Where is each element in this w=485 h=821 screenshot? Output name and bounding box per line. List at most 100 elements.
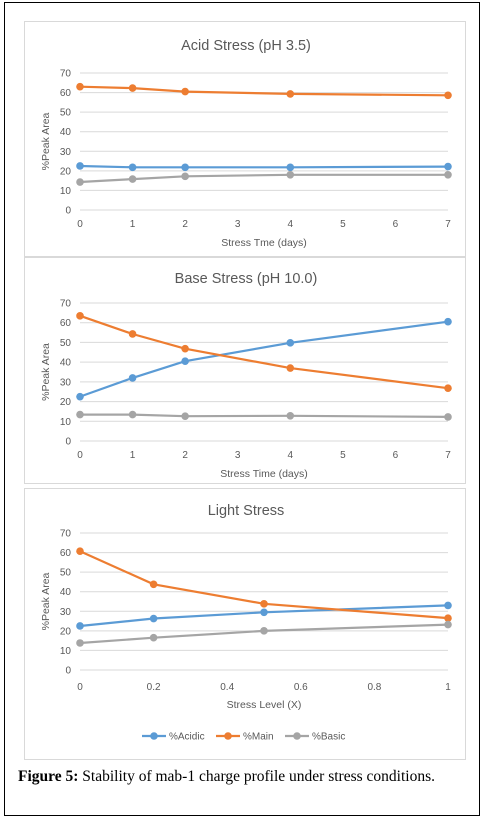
- data-point-acidic: [444, 601, 452, 610]
- figure-frame: [4, 2, 480, 816]
- y-tick-label: 70: [60, 299, 72, 310]
- data-point-main: [76, 547, 84, 556]
- data-point-basic: [444, 170, 452, 179]
- data-point-acidic: [286, 339, 295, 347]
- x-tick-label: 0: [77, 450, 83, 461]
- x-tick-label: 2: [182, 219, 188, 230]
- y-tick-label: 0: [65, 437, 71, 448]
- x-tick-label: 0: [77, 219, 83, 230]
- legend-marker-basic: [293, 732, 301, 740]
- data-point-basic: [149, 633, 158, 642]
- data-point-main: [76, 82, 84, 91]
- y-tick-label: 0: [65, 206, 71, 217]
- data-point-acidic: [444, 162, 452, 171]
- x-tick-label: 5: [340, 450, 346, 461]
- figure-caption-label: Figure 5:: [18, 768, 79, 785]
- x-tick-label: 6: [393, 219, 399, 230]
- y-axis-label: %Peak Area: [40, 112, 52, 170]
- data-point-acidic: [181, 163, 189, 172]
- legend-label-basic: %Basic: [312, 732, 345, 743]
- data-point-basic: [286, 411, 295, 420]
- chart-title: Light Stress: [208, 503, 285, 519]
- y-tick-label: 60: [60, 548, 72, 559]
- y-tick-label: 70: [60, 69, 72, 80]
- data-point-acidic: [149, 614, 158, 623]
- legend-label-main: %Main: [243, 732, 274, 743]
- y-tick-label: 60: [60, 318, 72, 329]
- y-tick-label: 0: [65, 666, 71, 677]
- data-point-basic: [76, 410, 84, 419]
- figure-caption: Figure 5: Stability of mab-1 charge prof…: [18, 768, 468, 786]
- legend-marker-acidic: [150, 732, 158, 740]
- data-point-main: [444, 614, 452, 622]
- y-tick-label: 20: [60, 397, 72, 408]
- data-point-main: [286, 364, 295, 372]
- x-tick-label: 1: [445, 682, 451, 693]
- x-tick-label: 7: [445, 450, 451, 461]
- data-point-main: [260, 600, 268, 608]
- legend-marker-main: [224, 732, 232, 740]
- series-line-basic: [79, 623, 449, 645]
- y-tick-label: 10: [60, 646, 72, 657]
- y-tick-label: 40: [60, 587, 72, 598]
- data-point-main: [181, 344, 189, 353]
- data-point-basic: [444, 413, 452, 421]
- x-tick-label: 0.8: [367, 682, 381, 693]
- data-point-basic: [444, 620, 452, 629]
- legend-label-acidic: %Acidic: [169, 732, 205, 743]
- x-tick-label: 4: [288, 450, 294, 461]
- x-axis-label: Stress Level (X): [227, 699, 302, 711]
- acid-stress-chart: Acid Stress (pH 3.5) 0 10 20 30 40 50 60 70 0 1 2 3 4…: [40, 38, 452, 249]
- light-stress-chart: Light Stress 0 10 20 30 40 50 60 70 0 0.2 0.4 0.6 0.8…: [40, 503, 452, 743]
- x-tick-label: 6: [393, 450, 399, 461]
- y-tick-label: 70: [60, 529, 72, 540]
- x-tick-label: 4: [288, 219, 294, 230]
- data-point-main: [128, 84, 137, 92]
- x-tick-label: 0.2: [147, 682, 161, 693]
- x-axis-label: Stress Tme (days): [221, 237, 307, 249]
- data-point-main: [181, 87, 189, 96]
- y-axis-label: %Peak Area: [40, 572, 52, 630]
- data-point-main: [444, 384, 452, 392]
- y-tick-label: 30: [60, 607, 72, 618]
- x-tick-label: 0: [77, 682, 83, 693]
- x-tick-label: 7: [445, 219, 451, 230]
- y-axis-label: %Peak Area: [40, 343, 52, 401]
- series-line-main: [79, 550, 449, 620]
- data-point-basic: [260, 627, 268, 635]
- y-tick-label: 50: [60, 568, 72, 579]
- data-point-main: [76, 312, 84, 320]
- y-tick-label: 10: [60, 186, 72, 197]
- x-tick-label: 2: [182, 450, 188, 461]
- y-tick-label: 30: [60, 147, 72, 158]
- y-tick-label: 40: [60, 358, 72, 369]
- data-point-basic: [128, 410, 137, 419]
- data-point-main: [444, 91, 452, 100]
- data-point-basic: [76, 639, 84, 647]
- data-point-acidic: [128, 374, 137, 382]
- x-tick-label: 3: [235, 219, 241, 230]
- x-tick-label: 0.4: [220, 682, 234, 693]
- series-line-acidic: [79, 604, 449, 628]
- data-point-basic: [128, 175, 137, 183]
- data-point-basic: [286, 170, 295, 179]
- light-stress-chart-panel: Light Stress 0 10 20 30 40 50 60 70 0 0.2 0.4 0.6 0.8…: [24, 488, 466, 760]
- data-point-acidic: [181, 357, 189, 365]
- data-point-basic: [181, 412, 189, 420]
- x-tick-label: 0.6: [294, 682, 308, 693]
- base-stress-chart-panel: Base Stress (pH 10.0) 0 10 20 30 40 50 60 70 0 1 2 3…: [24, 257, 466, 484]
- data-point-acidic: [76, 622, 84, 630]
- data-point-acidic: [286, 163, 295, 172]
- x-tick-label: 1: [130, 450, 136, 461]
- y-tick-label: 50: [60, 108, 72, 119]
- x-axis-label: Stress Time (days): [220, 468, 308, 480]
- data-point-basic: [76, 178, 84, 186]
- y-tick-label: 50: [60, 338, 72, 349]
- base-stress-chart: Base Stress (pH 10.0) 0 10 20 30 40 50 60 70 0 1 2 3…: [40, 271, 452, 480]
- data-point-acidic: [444, 317, 452, 326]
- y-tick-label: 20: [60, 166, 72, 177]
- y-tick-label: 20: [60, 626, 72, 637]
- data-point-acidic: [260, 608, 268, 617]
- data-point-main: [286, 90, 295, 98]
- y-tick-label: 10: [60, 417, 72, 428]
